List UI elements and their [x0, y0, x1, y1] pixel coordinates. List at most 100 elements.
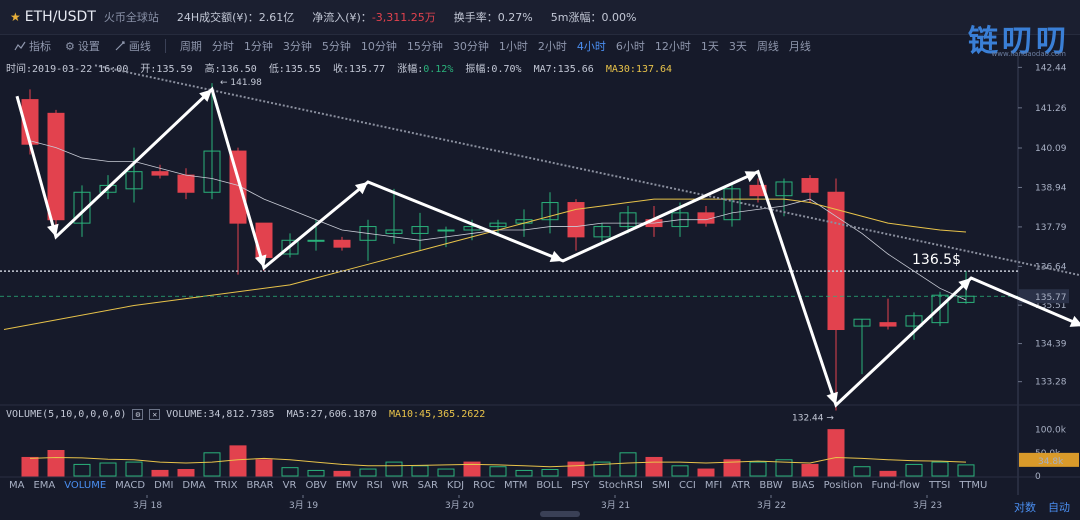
indicator-tab-brar[interactable]: BRAR [246, 480, 274, 491]
indicator-tab-ttmu[interactable]: TTMU [959, 480, 988, 491]
volume-bar-down [177, 469, 195, 477]
y-tick-label: 137.79 [1035, 223, 1067, 233]
volume-24h: 24H成交额(¥)：2.61亿 [176, 11, 295, 24]
scale-options: 对数 自动 [1014, 499, 1070, 515]
period-1[interactable]: 1分钟 [243, 40, 273, 53]
watermark-url: www.liandaodao.com [991, 50, 1066, 58]
volume-bar-up [437, 468, 455, 477]
indicator-tab-vr[interactable]: VR [282, 480, 297, 491]
indicator-tab-kdj[interactable]: KDJ [446, 480, 465, 491]
indicator-tab-trix[interactable]: TRIX [214, 480, 238, 491]
candle-down [801, 178, 819, 193]
indicator-tab-dma[interactable]: DMA [182, 480, 206, 491]
indicator-tab-smi[interactable]: SMI [652, 480, 670, 491]
indicator-tab-ma[interactable]: MA [9, 480, 25, 491]
indicator-tab-roc[interactable]: ROC [473, 480, 495, 491]
volume-bar-down [151, 469, 169, 477]
volume-bar-up [203, 452, 221, 477]
chart-toolbar: 指标 ⚙ 设置 画线 周期 分时 1分钟 3分钟 5分钟 10分钟 15分钟 30分钟 1小时… [0, 34, 1000, 58]
period-6[interactable]: 30分钟 [452, 40, 489, 53]
arrow-head [958, 278, 972, 291]
indicator-tab-mtm[interactable]: MTM [503, 480, 528, 491]
volume-bar-up [593, 461, 611, 477]
arrow-head [354, 181, 368, 195]
candle-up [125, 171, 143, 190]
auto-scale-button[interactable]: 自动 [1048, 501, 1070, 514]
period-9[interactable]: 4小时 [576, 40, 606, 53]
indicator-tab-boll[interactable]: BOLL [536, 480, 563, 491]
x-tick-label: 3月 19 [289, 500, 318, 511]
period-14[interactable]: 周线 [756, 40, 779, 53]
indicator-tab-sar[interactable]: SAR [417, 480, 438, 491]
period-7[interactable]: 1小时 [498, 40, 528, 53]
draw-line-icon [115, 41, 125, 51]
period-8[interactable]: 2小时 [537, 40, 567, 53]
period-2[interactable]: 3分钟 [282, 40, 312, 53]
y-tick-label: 135.51 [1035, 301, 1067, 311]
indicator-tab-atr[interactable]: ATR [731, 480, 751, 491]
settings-button[interactable]: ⚙ 设置 [65, 38, 100, 54]
volume-bar-up [541, 469, 559, 477]
draw-button[interactable]: 画线 [114, 38, 151, 54]
indicator-tab-emv[interactable]: EMV [335, 480, 358, 491]
y-tick-label: 142.44 [1035, 63, 1067, 73]
volume-bar-up [905, 463, 923, 477]
indicator-tab-volume[interactable]: VOLUME [64, 480, 107, 491]
indicator-tab-obv[interactable]: OBV [305, 480, 327, 491]
candle-up [437, 229, 455, 232]
info-open: 开:135.59 [140, 64, 193, 75]
indicator-tab-rsi[interactable]: RSI [366, 480, 383, 491]
indicator-tab-ttsi[interactable]: TTSI [928, 480, 951, 491]
period-0[interactable]: 分时 [211, 40, 234, 53]
volume-bar-down [827, 429, 845, 477]
period-13[interactable]: 3天 [728, 40, 747, 53]
period-3[interactable]: 5分钟 [321, 40, 351, 53]
indicator-tab-cci[interactable]: CCI [678, 480, 696, 491]
info-time: 时间:2019-03-22 16:00 [6, 64, 129, 75]
settings-label: 设置 [77, 40, 100, 53]
volume-tick-label: 0 [1035, 472, 1041, 482]
period-4[interactable]: 10分钟 [360, 40, 397, 53]
volume-close-icon[interactable]: ✕ [149, 409, 161, 420]
volume-bar-down [47, 450, 65, 477]
trading-pair[interactable]: ETH/USDT [24, 9, 96, 25]
arrow-head [1069, 315, 1080, 327]
favorite-star-icon[interactable]: ★ [10, 10, 21, 24]
x-tick-label: 3月 20 [445, 500, 474, 511]
volume-bar-down [463, 461, 481, 477]
indicator-tab-stochrsi[interactable]: StochRSI [598, 480, 643, 491]
candle-up [359, 226, 377, 241]
scroll-handle[interactable] [540, 511, 580, 517]
period-11[interactable]: 12小时 [654, 40, 691, 53]
indicator-tab-mfi[interactable]: MFI [704, 480, 723, 491]
indicator-tab-bbw[interactable]: BBW [759, 480, 783, 491]
log-scale-button[interactable]: 对数 [1014, 501, 1036, 514]
candle-up [385, 229, 403, 234]
indicator-tab-ema[interactable]: EMA [33, 480, 56, 491]
indicator-button[interactable]: 指标 [14, 38, 51, 54]
indicator-tab-macd[interactable]: MACD [115, 480, 146, 491]
candle-down [827, 191, 845, 331]
y-tick-label: 133.28 [1035, 378, 1067, 388]
period-10[interactable]: 6小时 [615, 40, 645, 53]
volume-bar-down [21, 456, 39, 477]
volume-bar-down [723, 459, 741, 477]
current-price-tag [1019, 289, 1069, 304]
volume-settings-icon[interactable]: ⚙ [132, 409, 144, 420]
indicator-tab-position[interactable]: Position [823, 480, 863, 491]
volume-bar-up [125, 461, 143, 477]
volume-bar-up [281, 467, 299, 477]
candle-up [619, 212, 637, 228]
indicator-tab-wr[interactable]: WR [391, 480, 409, 491]
indicator-tab-psy[interactable]: PSY [571, 480, 590, 491]
period-15[interactable]: 月线 [788, 40, 811, 53]
candle-down [567, 202, 585, 238]
indicator-tab-fund-flow[interactable]: Fund-flow [871, 480, 920, 491]
volume-bar-up [515, 469, 533, 477]
period-12[interactable]: 1天 [700, 40, 719, 53]
period-5[interactable]: 15分钟 [406, 40, 443, 53]
indicator-tab-dmi[interactable]: DMI [154, 480, 174, 491]
indicator-tab-bias[interactable]: BIAS [791, 480, 815, 491]
volume-bar-up [385, 461, 403, 477]
